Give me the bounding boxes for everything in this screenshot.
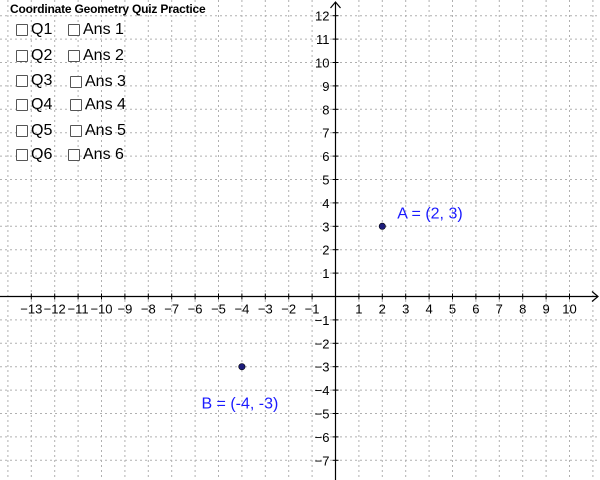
checkbox-box[interactable] (16, 125, 28, 137)
y-tick-label: 10 (315, 56, 329, 71)
checkbox-box[interactable] (70, 99, 82, 111)
x-tick-label: −13 (20, 302, 42, 317)
checkbox-q3[interactable]: Q3 (16, 72, 52, 90)
x-tick-label: −1 (305, 302, 320, 317)
y-tick-label: 12 (315, 9, 329, 24)
checkbox-label: Ans 3 (85, 73, 126, 90)
point-label-a[interactable]: A = (2, 3) (397, 205, 462, 222)
x-tick-label: 4 (425, 302, 432, 317)
x-tick-label: −7 (164, 302, 179, 317)
x-tick-label: 5 (449, 302, 456, 317)
x-tick-label: −4 (234, 302, 249, 317)
checkbox-label: Ans 1 (83, 21, 124, 38)
x-axis-arrow-icon (591, 291, 599, 302)
checkbox-label: Ans 5 (85, 122, 126, 139)
checkbox-q1[interactable]: Q1 (16, 21, 52, 39)
checkbox-box[interactable] (16, 50, 28, 62)
checkbox-ans6[interactable]: Ans 6 (68, 146, 124, 164)
points-layer: A = (2, 3) B = (-4, -3) (201, 205, 462, 412)
x-tick-label: 6 (472, 302, 479, 317)
checkbox-label: Ans 6 (83, 146, 124, 163)
quiz-title: Coordinate Geometry Quiz Practice (10, 2, 206, 16)
x-tick-label: −9 (117, 302, 132, 317)
checkbox-ans1[interactable]: Ans 1 (68, 21, 124, 39)
tick-labels: −13 −12 −11 −10 −9 −8 −7 −6 −5 −4 −3 −2 −1 1 2 3 4 5 6 7 8 9 1… (20, 9, 576, 469)
checkbox-box[interactable] (70, 125, 82, 137)
checkbox-label: Q5 (31, 122, 53, 139)
checkbox-box[interactable] (68, 149, 80, 161)
x-tick-label: −3 (258, 302, 273, 317)
y-tick-label: 5 (322, 173, 329, 188)
checkbox-box[interactable] (16, 149, 28, 161)
y-tick-label: 4 (322, 196, 329, 211)
point-a[interactable] (378, 222, 386, 230)
x-tick-label: −8 (141, 302, 156, 317)
y-tick-label: 3 (322, 219, 329, 234)
y-tick-label: −4 (315, 383, 330, 398)
y-tick-label: −7 (315, 453, 330, 468)
checkbox-ans4[interactable]: Ans 4 (70, 96, 126, 114)
checkbox-label: Q1 (31, 21, 53, 38)
y-tick-label: 8 (322, 102, 329, 117)
y-tick-label: −5 (315, 407, 330, 422)
x-tick-label: 3 (402, 302, 409, 317)
x-tick-label: 2 (379, 302, 386, 317)
y-tick-label: 1 (322, 266, 329, 281)
x-tick-label: −12 (44, 302, 66, 317)
checkbox-label: Q4 (31, 96, 53, 113)
x-tick-label: 7 (496, 302, 503, 317)
x-tick-label: 8 (519, 302, 526, 317)
y-tick-label: 2 (322, 243, 329, 258)
y-tick-label: −1 (315, 313, 330, 328)
x-tick-label: −10 (90, 302, 112, 317)
y-tick-label: 7 (322, 126, 329, 141)
point-b[interactable] (238, 363, 246, 371)
checkbox-box[interactable] (16, 99, 28, 111)
checkbox-label: Ans 4 (85, 96, 126, 113)
y-tick-label: 11 (316, 32, 330, 47)
checkbox-box[interactable] (70, 76, 82, 88)
checkbox-q2[interactable]: Q2 (16, 47, 52, 65)
checkbox-box[interactable] (68, 24, 80, 36)
y-axis-arrow-icon (330, 1, 341, 9)
checkbox-ans3[interactable]: Ans 3 (70, 73, 126, 91)
checkbox-label: Ans 2 (83, 47, 124, 64)
y-tick-label: −3 (315, 360, 330, 375)
checkbox-box[interactable] (68, 50, 80, 62)
x-tick-label: −5 (211, 302, 226, 317)
x-tick-label: −2 (281, 302, 296, 317)
x-tick-label: −6 (188, 302, 203, 317)
checkbox-label: Q2 (31, 47, 53, 64)
checkbox-q4[interactable]: Q4 (16, 96, 52, 114)
checkbox-box[interactable] (16, 24, 28, 36)
x-tick-label: −11 (68, 302, 89, 317)
checkbox-label: Q6 (31, 146, 53, 163)
y-tick-label: 6 (322, 149, 329, 164)
checkbox-box[interactable] (16, 75, 28, 87)
checkbox-q6[interactable]: Q6 (16, 146, 52, 164)
checkbox-ans2[interactable]: Ans 2 (68, 47, 124, 65)
checkbox-label: Q3 (31, 72, 53, 89)
y-tick-label: −6 (315, 430, 330, 445)
x-tick-label: 1 (355, 302, 362, 317)
x-tick-label: 9 (542, 302, 549, 317)
checkbox-q5[interactable]: Q5 (16, 122, 52, 140)
y-tick-label: −2 (315, 336, 330, 351)
checkbox-ans5[interactable]: Ans 5 (70, 122, 126, 140)
point-label-b[interactable]: B = (-4, -3) (201, 396, 278, 413)
y-tick-label: 9 (322, 79, 329, 94)
x-tick-label: 10 (562, 302, 576, 317)
